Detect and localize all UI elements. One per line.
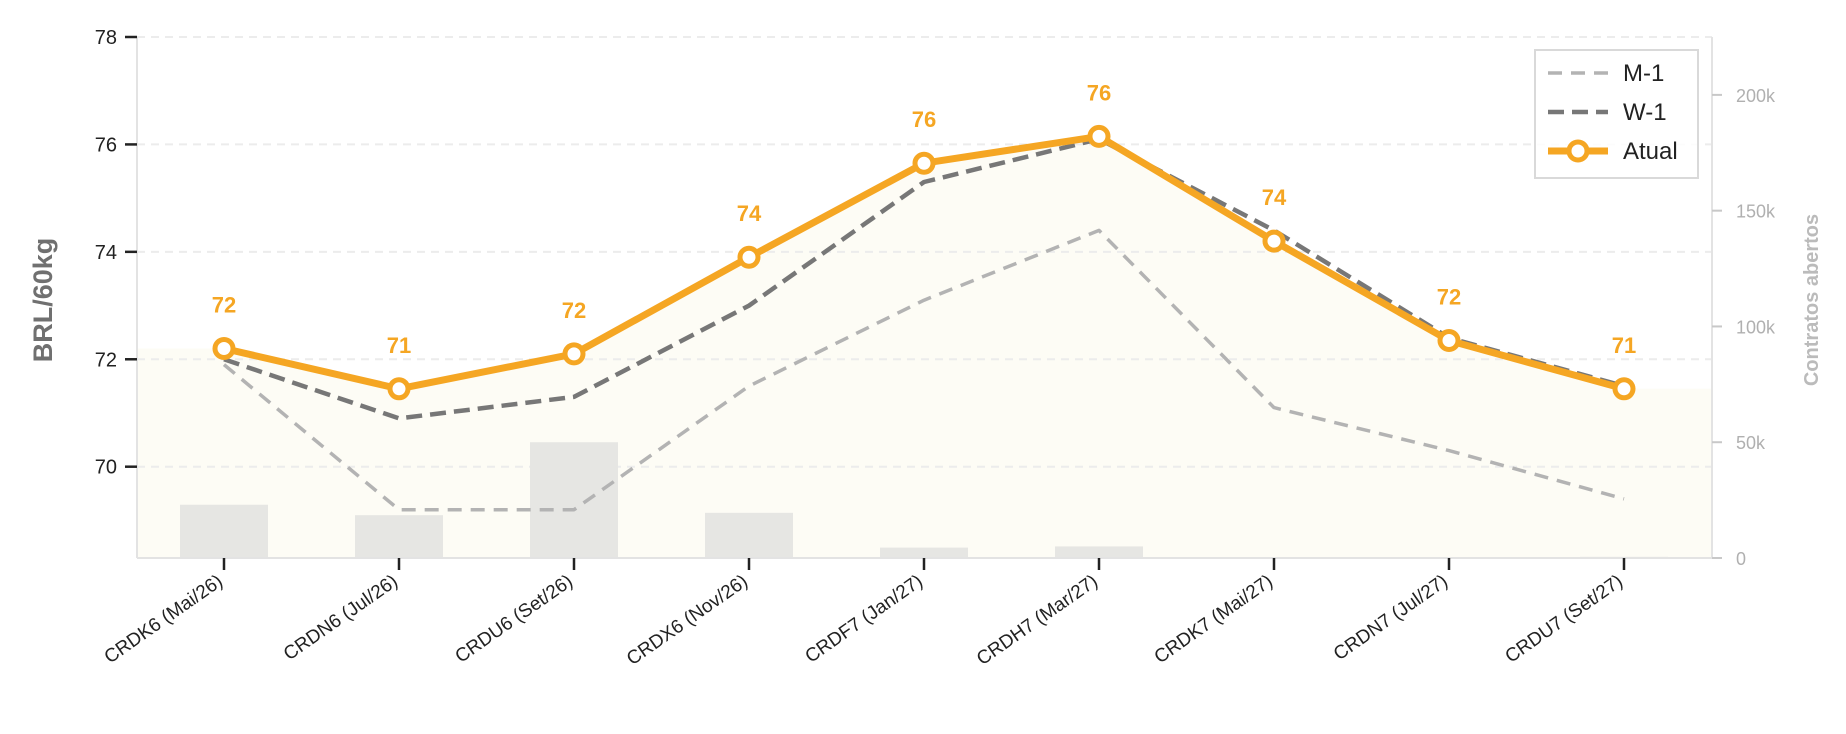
series-point-atual (1262, 229, 1286, 253)
y-tick-label: 72 (95, 349, 117, 371)
gridlines (137, 36, 1712, 468)
y2-tick-label: 200k (1736, 86, 1776, 106)
y2-tick-label: 50k (1736, 433, 1766, 453)
series-line-w-1 (223, 136, 1625, 421)
legend-marker (1566, 139, 1590, 163)
y2-tick-label: 0 (1736, 549, 1746, 569)
x-tick-label: CRDX6 (Nov/26) (623, 571, 752, 670)
data-label: 72 (212, 293, 236, 318)
legend-label: W-1 (1623, 99, 1667, 126)
y-axis-label: BRL/60kg (28, 238, 58, 363)
y2-tick-label: 100k (1736, 317, 1776, 337)
series-point-atual (212, 337, 236, 361)
data-label: 71 (1612, 333, 1636, 358)
x-tick-label: CRDN6 (Jul/26) (280, 571, 402, 665)
data-label: 72 (1437, 284, 1461, 309)
series-point-atual (387, 377, 411, 401)
series-point-atual (912, 151, 936, 175)
y-tick-label: 76 (95, 134, 117, 156)
legend-label: Atual (1623, 138, 1678, 165)
open-interest-bars (180, 442, 1668, 558)
series-point-atual (737, 245, 761, 269)
open-interest-bar (1055, 546, 1143, 558)
data-label: 74 (1262, 185, 1287, 210)
y-tick-label: 70 (95, 457, 117, 479)
y-tick-label: 78 (95, 27, 117, 49)
data-label: 74 (737, 201, 762, 226)
x-tick-label: CRDK7 (Mai/27) (1151, 571, 1277, 668)
y2-tick-label: 150k (1736, 202, 1776, 222)
x-tick-label: CRDU6 (Set/26) (452, 571, 577, 668)
x-tick-label: CRDK6 (Mai/26) (101, 571, 227, 668)
legend: M-1 W-1 Atual (1534, 49, 1699, 179)
series-point-atual (1087, 124, 1111, 148)
x-tick-label: CRDN7 (Jul/27) (1330, 571, 1452, 665)
series-lines (212, 124, 1636, 512)
data-labels: 72 71 72 74 76 76 74 72 71 (212, 80, 1636, 357)
open-interest-bar (530, 442, 618, 558)
open-interest-bar (180, 504, 268, 558)
y-tick-label: 74 (95, 242, 117, 264)
secondary-y-axis-label: Contratos abertos (1801, 214, 1823, 386)
series-line-m-1 (222, 228, 1625, 512)
x-tick-label: CRDU7 (Set/27) (1502, 571, 1627, 668)
x-tick-label: CRDF7 (Jan/27) (802, 571, 927, 668)
x-tick-label: CRDH7 (Mar/27) (973, 571, 1102, 670)
series-point-atual (562, 342, 586, 366)
data-label: 71 (387, 333, 411, 358)
data-label: 76 (912, 107, 936, 132)
series-point-atual (1437, 328, 1461, 352)
open-interest-bar (705, 512, 793, 558)
open-interest-bar (355, 515, 443, 558)
series-point-atual (1612, 377, 1636, 401)
data-label: 76 (1087, 80, 1111, 105)
data-label: 72 (562, 298, 586, 323)
open-interest-bar (880, 547, 968, 558)
legend-label: M-1 (1623, 60, 1664, 87)
